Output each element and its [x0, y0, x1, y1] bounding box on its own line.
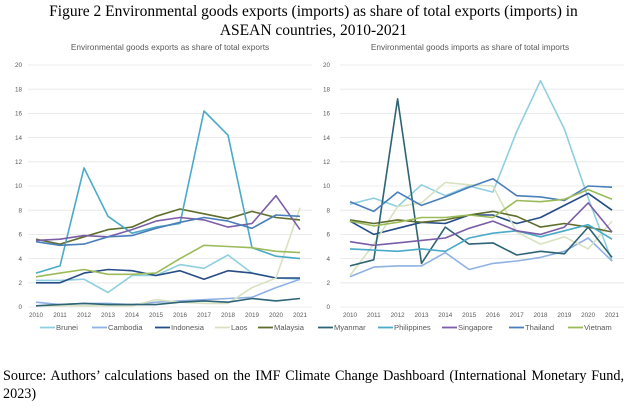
series-line-myanmar — [349, 98, 613, 267]
series-line-indonesia — [349, 192, 613, 236]
x-tick-label: 2011 — [367, 312, 381, 319]
x-tick-label: 2012 — [391, 312, 406, 319]
x-tick-label: 2012 — [77, 312, 92, 319]
y-tick-label: 0 — [326, 304, 330, 311]
imports-chart-title: Environmental goods imports as share of … — [370, 42, 570, 52]
y-tick-label: 20 — [15, 62, 23, 69]
legend-label-myanmar: Myanmar — [334, 323, 366, 332]
legend-label-brunei: Brunei — [56, 323, 78, 332]
x-tick-label: 2010 — [29, 312, 44, 319]
y-tick-label: 6 — [326, 232, 330, 239]
y-tick-label: 18 — [323, 86, 331, 93]
x-tick-label: 2015 — [149, 312, 164, 319]
y-tick-label: 12 — [323, 159, 331, 166]
x-tick-label: 2018 — [221, 312, 236, 319]
y-tick-label: 16 — [15, 111, 23, 118]
x-tick-label: 2018 — [534, 312, 549, 319]
y-tick-label: 20 — [323, 62, 331, 69]
x-tick-label: 2021 — [293, 312, 308, 319]
x-tick-label: 2021 — [605, 312, 620, 319]
series-line-malaysia — [35, 208, 301, 245]
series-line-brunei — [349, 79, 613, 262]
series-line-philippines — [349, 223, 613, 253]
series-line-laos — [36, 207, 301, 307]
y-tick-label: 4 — [326, 256, 330, 263]
figure-title-line-2: ASEAN countries, 2010-2021 — [219, 22, 408, 39]
legend-label-singapore: Singapore — [458, 323, 493, 332]
legend-label-vietnam: Vietnam — [584, 323, 612, 332]
x-tick-label: 2013 — [101, 312, 116, 319]
series-line-indonesia — [36, 268, 300, 284]
x-tick-label: 2019 — [245, 312, 260, 319]
x-tick-label: 2017 — [197, 312, 212, 319]
legend-label-cambodia: Cambodia — [108, 323, 143, 332]
series-line-vietnam — [349, 188, 613, 227]
y-tick-label: 18 — [15, 86, 23, 93]
legend-label-malaysia: Malaysia — [274, 323, 305, 332]
x-tick-label: 2020 — [269, 312, 284, 319]
imports-chart: 0 2 4 6 8 10 12 14 16 18 20 2010 2011 2012 2013 2014 201… — [323, 62, 624, 319]
figure-title: Figure 2 Environmental goods exports (im… — [0, 2, 627, 40]
x-tick-label: 2010 — [343, 312, 358, 319]
y-tick-label: 6 — [18, 232, 22, 239]
exports-chart: 0 2 4 6 8 10 12 14 16 18 20 2010 2011 2012 2013 2014 201… — [15, 62, 312, 319]
series-line-thailand — [35, 214, 301, 247]
y-tick-label: 12 — [15, 159, 23, 166]
x-tick-label: 2016 — [486, 312, 501, 319]
series-line-thailand — [349, 177, 613, 213]
y-tick-label: 10 — [323, 183, 331, 190]
series-line-vietnam — [35, 244, 301, 278]
legend-label-indonesia: Indonesia — [171, 323, 205, 332]
series-line-singapore — [35, 194, 301, 242]
x-tick-label: 2016 — [173, 312, 188, 319]
x-tick-label: 2011 — [53, 312, 67, 319]
y-tick-label: 2 — [18, 280, 22, 287]
figure-title-line-1: Figure 2 Environmental goods exports (im… — [49, 3, 578, 20]
y-tick-label: 4 — [18, 256, 22, 263]
legend-label-philippines: Philippines — [394, 323, 431, 332]
x-tick-label: 2019 — [557, 312, 572, 319]
series-line-singapore — [349, 202, 613, 247]
x-tick-label: 2017 — [510, 312, 525, 319]
y-tick-label: 0 — [18, 304, 22, 311]
y-tick-label: 14 — [15, 135, 23, 142]
series-line-myanmar — [35, 297, 301, 307]
y-tick-label: 2 — [326, 280, 330, 287]
chart-legend: Brunei Cambodia Indonesia Laos Malaysia Myanm… — [40, 323, 612, 332]
y-tick-label: 14 — [323, 135, 331, 142]
y-tick-label: 8 — [326, 207, 330, 214]
legend-label-thailand: Thailand — [525, 323, 554, 332]
legend-label-laos: Laos — [231, 323, 248, 332]
y-tick-label: 10 — [15, 183, 23, 190]
source-note: Source: Authors’ calculations based on t… — [3, 368, 624, 402]
x-tick-label: 2015 — [462, 312, 477, 319]
y-tick-label: 16 — [323, 111, 331, 118]
y-tick-label: 8 — [18, 207, 22, 214]
x-tick-label: 2013 — [414, 312, 429, 319]
x-tick-label: 2014 — [125, 312, 140, 319]
exports-chart-title: Environmental goods exports as share of … — [70, 42, 270, 52]
x-tick-label: 2020 — [581, 312, 596, 319]
series-line-laos — [349, 181, 613, 276]
x-tick-label: 2014 — [438, 312, 453, 319]
